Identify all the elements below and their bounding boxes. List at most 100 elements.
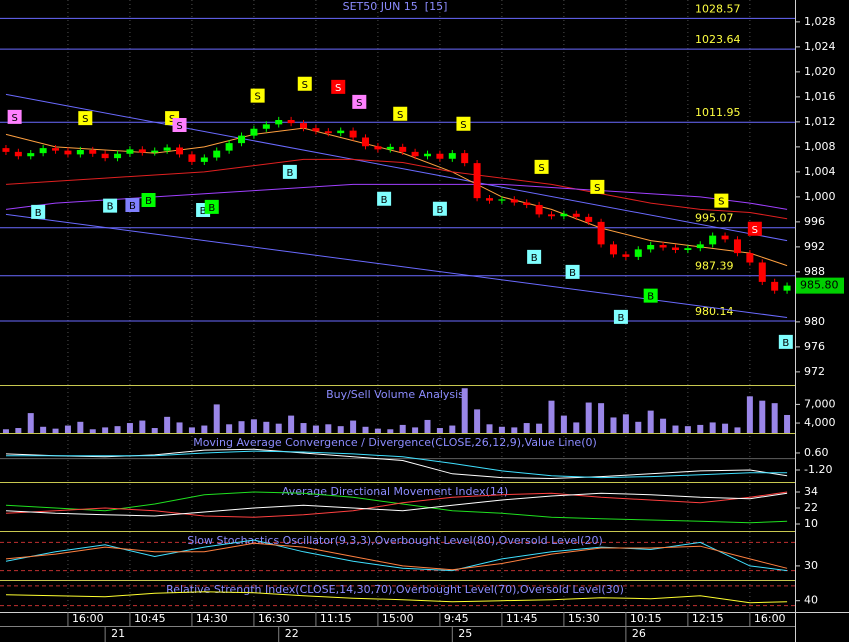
signal-label: S [460,120,466,131]
series-line [5,542,788,571]
x-tick-label: 9:45 [444,612,469,625]
bar [461,388,468,433]
level-label: 1023.64 [695,33,741,46]
signal-label: S [594,183,600,194]
signal-marker [527,249,542,264]
signal-marker [78,111,93,126]
bar [77,421,84,433]
bar [337,426,344,433]
bar [64,425,71,433]
bar [164,416,171,433]
candle-body [758,262,766,282]
bar [622,414,629,433]
signal-label: B [381,195,388,206]
bar [734,427,741,433]
x-tick-label: 10:15 [630,612,662,625]
bar [250,419,257,433]
candle-body [473,163,481,199]
x-tick-label: 11:15 [320,612,352,625]
bar [548,400,555,433]
candle-body [262,124,270,129]
candle-body [585,216,593,222]
signal-label: S [538,163,544,174]
bar [511,427,518,433]
signal-marker [643,288,658,303]
series-line [5,158,788,220]
signal-label: S [335,83,341,94]
y-tick-label: 1,028 [804,15,836,28]
candle-body [547,214,555,217]
signal-label: B [569,268,576,279]
trendline [5,93,788,242]
bar [288,415,295,433]
candle-body [671,247,679,250]
bar [598,403,605,433]
bar [672,425,679,433]
date-label: 25 [458,627,472,640]
candle-body [424,153,432,157]
bar [449,425,456,433]
bar [275,423,282,433]
bar [300,423,307,433]
candle-body [362,137,370,147]
last-price-label: 985.80 [800,279,839,292]
y-tick-label: 988 [804,265,825,278]
signal-label: B [145,196,152,207]
series-line [5,183,788,210]
level-label: 980.14 [695,305,734,318]
signal-marker [31,204,46,219]
y-tick-label: 22 [804,501,818,514]
bar [697,424,704,433]
bar [387,429,394,433]
signal-label: S [254,92,260,103]
candle-body [213,150,221,158]
bar [660,418,667,433]
candle-body [461,153,469,164]
candle-body [163,147,171,151]
candle-body [374,146,382,150]
bar [151,428,158,433]
signal-marker [7,109,22,124]
candle-body [250,128,258,136]
series-line [5,591,788,604]
candle-body [138,149,146,153]
y-tick-label: 30 [804,559,818,572]
signal-marker [778,334,793,349]
y-tick-label: 1,012 [804,115,836,128]
bar [40,426,47,433]
candle-body [436,153,444,159]
signal-marker [103,198,118,213]
signal-label: B [129,201,136,212]
signal-marker [456,116,471,131]
candle-body [238,135,246,144]
candle-body [300,123,308,129]
bar [709,422,716,433]
panel-title: Buy/Sell Volume Analysis [326,388,464,401]
candle-body [411,151,419,157]
signal-marker [377,191,392,206]
bar [126,423,133,433]
bar [52,428,59,433]
candle-body [399,146,407,152]
signal-label: B [531,253,538,264]
candle-body [709,235,717,245]
signal-marker [204,199,219,214]
series-line [5,491,788,518]
panel-title: Moving Average Convergence / Divergence(… [193,436,597,449]
bar [325,424,332,433]
y-tick-label: 1,000 [804,190,836,203]
level-label: 1011.95 [695,106,741,119]
candle-body [349,130,357,138]
y-tick-label: 976 [804,340,825,353]
x-tick-label: 12:15 [692,612,724,625]
signal-marker [352,94,367,109]
candle-body [485,198,493,201]
x-tick-label: 16:30 [258,612,290,625]
signal-label: B [286,168,293,179]
candle-body [52,148,60,151]
candle-body [771,281,779,291]
bar [213,404,220,433]
signal-label: S [302,80,308,91]
